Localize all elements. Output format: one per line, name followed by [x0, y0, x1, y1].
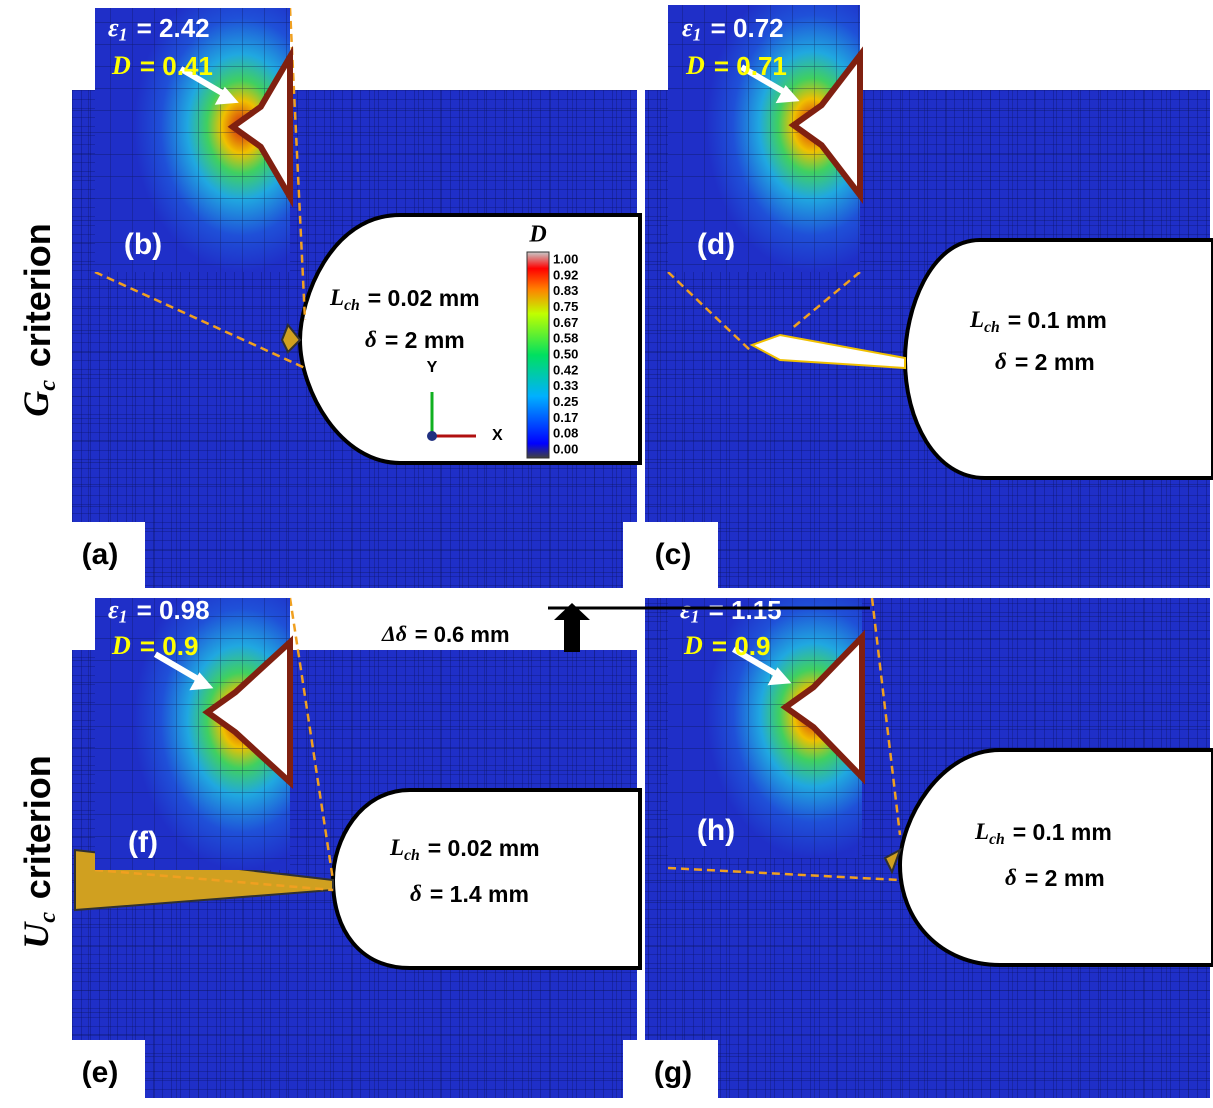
- notch: [300, 215, 640, 463]
- formula-text: = 1.4 mm: [430, 881, 529, 907]
- legend-tick: 0.92: [553, 267, 578, 282]
- notch: [900, 750, 1213, 965]
- formula-text: = 2 mm: [1025, 865, 1105, 891]
- symbol: ε: [108, 13, 119, 42]
- formula-text: = 0.1 mm: [1008, 307, 1107, 333]
- symbol: δ: [410, 881, 422, 906]
- subscript: ch: [984, 318, 1000, 335]
- formula-text: criterion: [17, 223, 58, 367]
- symbol: L: [969, 307, 984, 332]
- legend-tick: 0.75: [553, 299, 578, 314]
- formula: D = 0.9: [111, 631, 198, 661]
- legend-tick: 0.58: [553, 331, 578, 346]
- legend-tick: 0.33: [553, 378, 578, 393]
- axis-label: Y: [427, 359, 438, 376]
- formula: D = 0.41: [111, 51, 213, 81]
- symbol: ε: [108, 595, 119, 624]
- axis-label: X: [492, 427, 503, 444]
- legend-tick: 1.00: [553, 251, 578, 266]
- formula-text: = 0.41: [140, 51, 213, 81]
- subscript: ch: [344, 296, 360, 313]
- origin: [427, 431, 437, 441]
- formula: Δδ = 0.6 mm: [381, 621, 510, 647]
- row-label: Uc criterion: [16, 755, 60, 949]
- legend-tick: 0.00: [553, 441, 578, 456]
- figure: (a)(b)ε1= 2.42D= 0.41Lch= 0.02 mmδ= 2 mm…: [0, 0, 1213, 1108]
- symbol: δ: [1005, 865, 1017, 890]
- subscript: 1: [119, 25, 128, 45]
- subscript: ch: [989, 830, 1005, 847]
- symbol: G: [16, 391, 56, 417]
- legend-tick: 0.17: [553, 410, 578, 425]
- legend-tick: 0.25: [553, 394, 578, 409]
- subscript: 1: [691, 607, 700, 627]
- symbol: δ: [365, 327, 377, 352]
- subscript: c: [34, 912, 61, 923]
- symbol: D: [111, 631, 131, 660]
- formula-text: = 0.72: [711, 13, 784, 43]
- symbol: L: [389, 835, 404, 860]
- legend-tick: 0.50: [553, 346, 578, 361]
- formula-text: = 2.42: [137, 13, 210, 43]
- formula-text: = 1.15: [709, 595, 782, 625]
- symbol: ε: [682, 13, 693, 42]
- formula-text: = 0.1 mm: [1013, 819, 1112, 845]
- legend-tick: 0.67: [553, 315, 578, 330]
- symbol: δ: [995, 349, 1007, 374]
- formula-text: = 0.02 mm: [368, 285, 480, 311]
- colorbar: [527, 252, 549, 458]
- symbol: U: [16, 921, 56, 949]
- formula-text: = 0.6 mm: [415, 622, 510, 647]
- legend-tick: 0.08: [553, 426, 578, 441]
- formula-text: = 0.9: [712, 631, 771, 661]
- formula-text: criterion: [17, 755, 58, 899]
- symbol: D: [111, 51, 131, 80]
- inset-label: (h): [697, 814, 735, 847]
- panel: (e) (f) ε1 = 0.98D = 0.9 Lch = 0.02 mmδ = 1.4 m…: [50, 595, 640, 1108]
- formula-text: = 2 mm: [385, 327, 465, 353]
- panel-label: (a): [82, 538, 119, 571]
- inset-label: (d): [697, 228, 735, 261]
- panel-label: (e): [82, 1056, 119, 1089]
- legend-tick: 0.42: [553, 362, 578, 377]
- symbol: L: [974, 819, 989, 844]
- subscript: c: [34, 380, 61, 391]
- subscript: ch: [404, 846, 420, 863]
- notch: [333, 790, 640, 968]
- arrow: [554, 603, 590, 652]
- symbol: L: [329, 285, 344, 310]
- symbol: D: [683, 631, 703, 660]
- formula-text: = 0.98: [137, 595, 210, 625]
- inset-label: (b): [124, 228, 162, 261]
- formula: D = 0.9: [683, 631, 770, 661]
- formula-text: = 0.9: [140, 631, 199, 661]
- legend-tick: 0.83: [553, 283, 578, 298]
- subscript: 1: [119, 607, 128, 627]
- symbol: D: [685, 51, 705, 80]
- formula: D = 0.71: [685, 51, 787, 81]
- panel: (c) (d) ε1 = 0.72D = 0.71 Lch = 0.1 mmδ = 2 mm: [623, 5, 1213, 590]
- panel-label: (g): [654, 1056, 692, 1089]
- formula-text: = 2 mm: [1015, 349, 1095, 375]
- legend-title: D: [528, 222, 546, 248]
- formula-text: = 0.02 mm: [428, 835, 540, 861]
- panel-label: (c): [655, 538, 692, 571]
- symbol: Δδ: [381, 621, 407, 646]
- formula-text: = 0.71: [714, 51, 787, 81]
- row-label: Gc criterion: [16, 223, 60, 417]
- inset-label: (f): [128, 826, 158, 859]
- subscript: 1: [693, 25, 702, 45]
